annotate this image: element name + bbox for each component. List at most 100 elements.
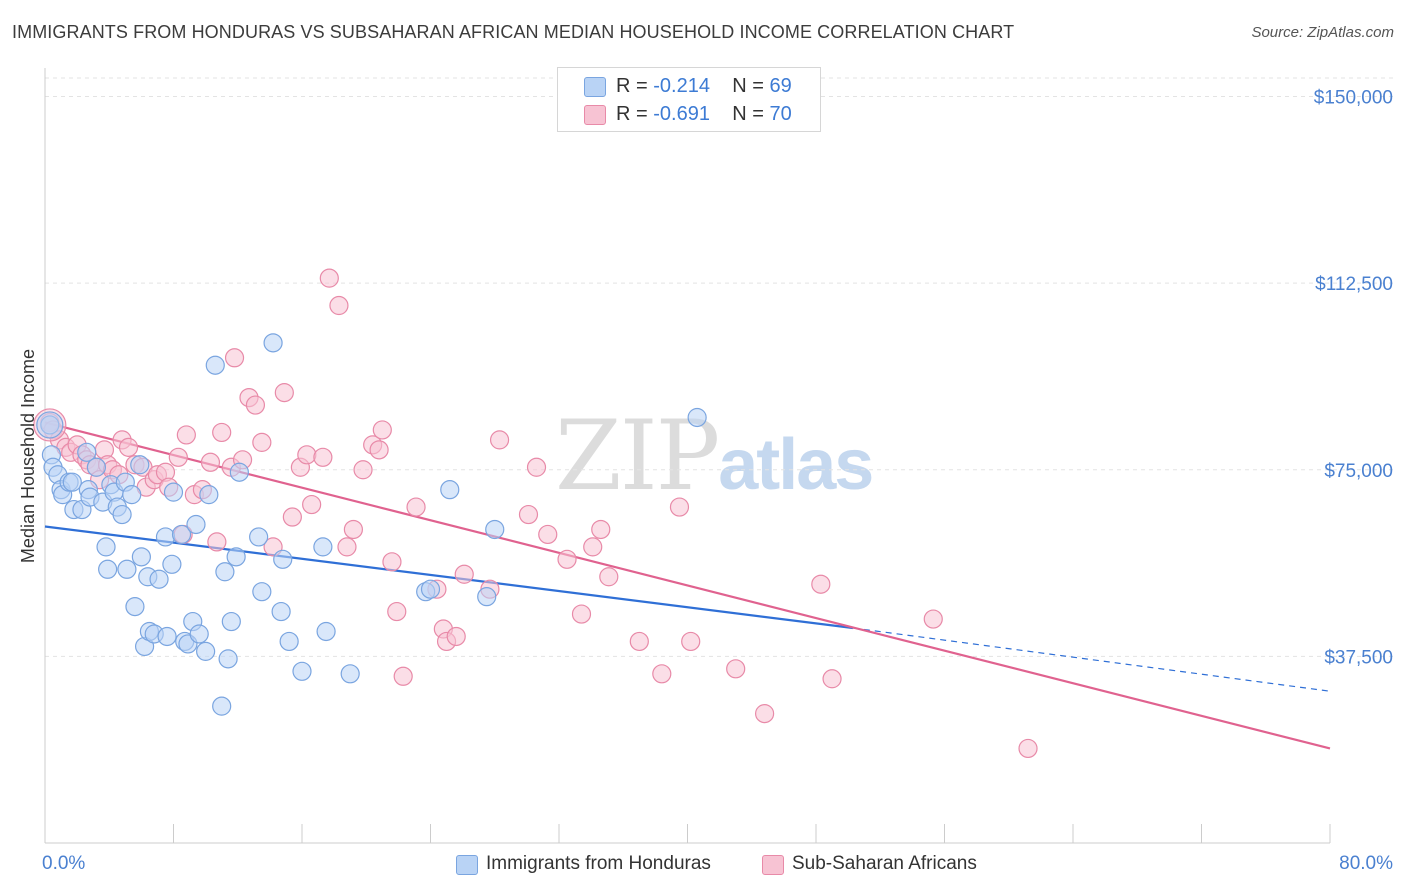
- legend-swatch-pink: [762, 855, 784, 875]
- data-point-honduras: [196, 641, 216, 661]
- data-point-subsaharan: [274, 383, 294, 403]
- points-honduras: [36, 333, 707, 716]
- y-tick-label: $112,500: [1315, 274, 1393, 295]
- data-point-honduras: [218, 649, 238, 669]
- n-label: N =: [732, 103, 770, 125]
- gridlines: [45, 77, 1395, 657]
- data-point-subsaharan: [591, 519, 611, 540]
- data-point-honduras: [96, 537, 116, 557]
- data-point-subsaharan: [212, 422, 232, 443]
- data-point-subsaharan: [681, 631, 701, 652]
- y-axis-label: Median Household Income: [18, 349, 38, 563]
- legend-label: Immigrants from Honduras: [486, 853, 711, 874]
- r-label: R =: [616, 103, 654, 125]
- data-point-subsaharan: [669, 497, 690, 517]
- data-point-subsaharan: [252, 432, 272, 452]
- data-point-subsaharan: [387, 601, 407, 622]
- source-note: Source: ZipAtlas.com: [1251, 24, 1394, 41]
- data-point-subsaharan: [313, 447, 333, 467]
- data-point-subsaharan: [526, 457, 547, 477]
- data-point-honduras: [157, 626, 177, 647]
- data-point-subsaharan: [406, 497, 426, 517]
- r-value: -0.214: [653, 75, 710, 97]
- n-label: N =: [732, 75, 770, 97]
- data-point-honduras: [271, 601, 291, 622]
- data-point-subsaharan: [822, 669, 842, 689]
- data-point-subsaharan: [754, 704, 775, 724]
- data-point-subsaharan: [811, 574, 831, 594]
- trendline-subsaharan: [44, 421, 1331, 750]
- data-point-subsaharan: [454, 564, 474, 584]
- data-point-honduras: [263, 333, 283, 353]
- data-point-honduras: [212, 696, 232, 716]
- r-value: -0.691: [653, 103, 710, 125]
- data-point-honduras: [316, 621, 336, 642]
- data-point-honduras: [440, 480, 460, 500]
- y-tick-label: $75,000: [1324, 461, 1393, 482]
- legend-swatch-blue: [584, 77, 606, 97]
- data-point-honduras: [249, 527, 269, 547]
- data-point-subsaharan: [329, 295, 349, 316]
- data-point-honduras: [199, 485, 219, 505]
- data-point-subsaharan: [353, 460, 373, 480]
- data-point-subsaharan: [652, 664, 672, 684]
- y-tick-label: $150,000: [1314, 88, 1393, 109]
- data-point-subsaharan: [245, 395, 266, 415]
- data-point-subsaharan: [372, 420, 392, 440]
- legend-swatch-blue: [456, 855, 478, 875]
- data-point-honduras: [98, 559, 118, 579]
- axis-labels: $37,500 $75,000 $112,500 $150,000 0.0% 80.0% M…: [18, 88, 1393, 875]
- data-point-subsaharan: [629, 631, 649, 652]
- data-point-subsaharan: [168, 447, 188, 467]
- data-point-honduras: [163, 482, 184, 502]
- data-point-subsaharan: [343, 519, 363, 540]
- trendline-dashed: [852, 627, 1331, 692]
- data-point-subsaharan: [583, 537, 603, 557]
- correlation-legend: R = -0.214 N = 69 R = -0.691 N = 70: [557, 67, 821, 132]
- data-point-honduras: [162, 554, 182, 574]
- data-point-subsaharan: [726, 659, 746, 679]
- data-point-honduras: [112, 504, 132, 525]
- data-point-subsaharan: [571, 604, 592, 624]
- data-point-honduras: [221, 611, 241, 632]
- y-tick-label: $37,500: [1324, 647, 1393, 668]
- series-legend: Immigrants from Honduras Sub-Saharan Afr…: [0, 853, 1406, 879]
- data-point-honduras: [485, 519, 505, 540]
- data-point-honduras: [36, 411, 64, 439]
- data-point-honduras: [130, 455, 150, 475]
- data-point-honduras: [215, 562, 235, 582]
- data-point-subsaharan: [176, 425, 196, 445]
- data-point-honduras: [62, 472, 82, 492]
- data-point-honduras: [155, 527, 176, 547]
- data-point-honduras: [420, 579, 441, 599]
- legend-text: R = -0.691 N = 70: [616, 103, 792, 126]
- data-point-honduras: [189, 624, 209, 644]
- data-point-subsaharan: [382, 552, 402, 572]
- data-point-honduras: [117, 559, 137, 579]
- data-point-honduras: [131, 547, 151, 567]
- data-point-honduras: [273, 549, 293, 569]
- data-point-subsaharan: [118, 437, 139, 457]
- data-point-subsaharan: [1018, 738, 1038, 759]
- legend-label: Sub-Saharan Africans: [792, 853, 977, 874]
- data-point-honduras: [186, 514, 206, 535]
- data-point-subsaharan: [393, 666, 413, 686]
- data-point-subsaharan: [518, 504, 539, 525]
- data-point-honduras: [279, 631, 299, 652]
- data-point-honduras: [226, 547, 246, 567]
- trendline-solid: [44, 421, 1331, 750]
- chart-title: IMMIGRANTS FROM HONDURAS VS SUBSAHARAN A…: [12, 22, 1015, 42]
- legend-text: R = -0.214 N = 69: [616, 75, 792, 98]
- data-point-subsaharan: [923, 609, 943, 629]
- r-label: R =: [616, 75, 654, 97]
- data-point-honduras: [313, 537, 333, 557]
- data-point-subsaharan: [538, 524, 558, 545]
- data-point-honduras: [171, 524, 192, 545]
- data-point-subsaharan: [297, 445, 317, 465]
- data-point-subsaharan: [207, 532, 227, 552]
- data-point-honduras: [149, 569, 169, 589]
- data-point-subsaharan: [369, 440, 389, 460]
- data-point-honduras: [86, 457, 107, 477]
- data-point-honduras: [252, 582, 272, 602]
